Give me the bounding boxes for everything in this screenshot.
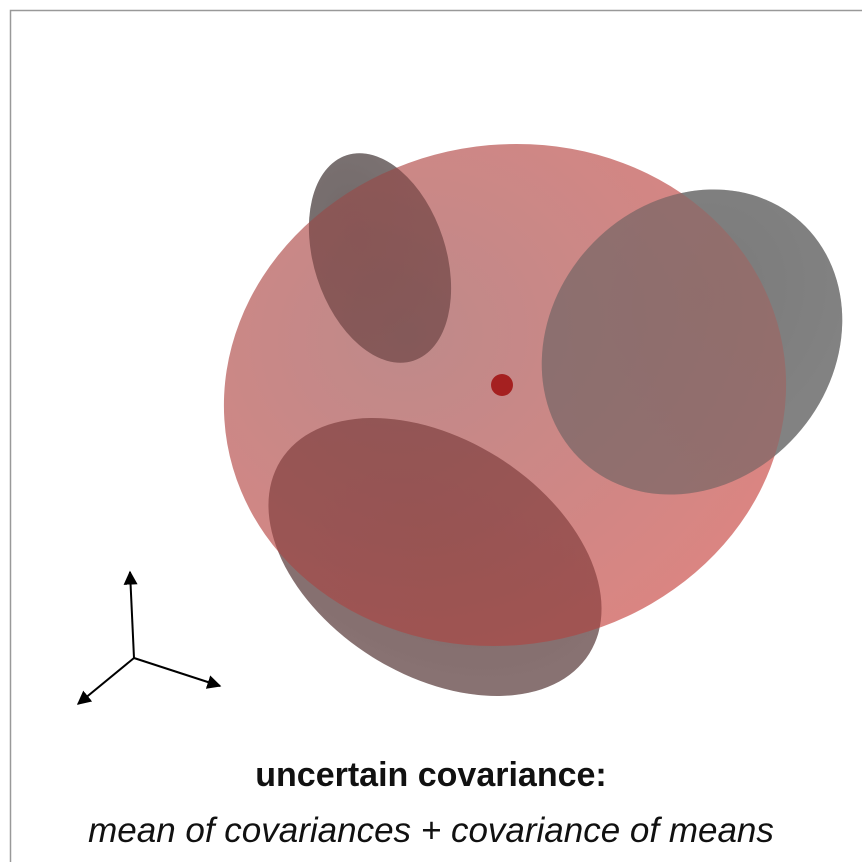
caption-title: uncertain covariance: (255, 756, 606, 794)
shadow-ellipse (268, 418, 602, 696)
shadow-ellipse (541, 189, 843, 495)
shadow-ellipse (308, 153, 452, 363)
mean-point (491, 374, 513, 396)
axis (123, 570, 138, 659)
axis (133, 657, 222, 689)
axes (76, 570, 222, 705)
caption-subtitle: mean of covariances + covariance of mean… (88, 811, 774, 850)
axis (76, 657, 135, 705)
